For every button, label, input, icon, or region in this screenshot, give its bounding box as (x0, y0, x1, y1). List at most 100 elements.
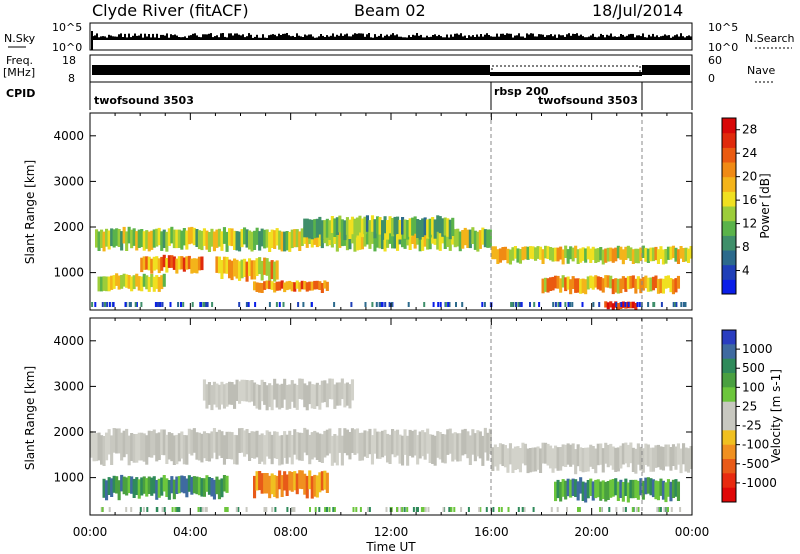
data-cell (631, 301, 635, 309)
data-cell (584, 482, 588, 503)
nsky-bar (614, 36, 616, 40)
scatter-cell (263, 507, 266, 512)
y-tick-label-1000: 1000 (53, 471, 84, 485)
data-cell (107, 429, 111, 455)
data-cell (177, 433, 181, 462)
scatter-cell (124, 302, 127, 307)
data-cell (248, 380, 252, 403)
nsky-bar (232, 35, 234, 40)
data-cell (295, 385, 299, 410)
data-cell (396, 216, 400, 234)
data-cell (315, 432, 319, 460)
data-cell (160, 256, 164, 271)
data-cell (576, 249, 580, 264)
data-cell (325, 429, 329, 456)
velocity-colorbar-swatch (722, 416, 736, 431)
data-cell (659, 278, 663, 294)
data-cell (142, 433, 146, 462)
scatter-cell (592, 302, 595, 307)
nsky-bar (492, 36, 494, 40)
scatter-cell (439, 302, 442, 307)
data-cell (250, 431, 254, 458)
data-cell (110, 228, 114, 247)
data-cell (539, 246, 543, 260)
data-cell (110, 478, 114, 497)
nsky-bar (194, 33, 196, 40)
velocity-panel: Slant Range [km] 1000 2000 3000 4000 (23, 317, 693, 516)
scatter-cell (157, 302, 160, 307)
data-cell (293, 282, 297, 292)
data-cell (177, 256, 181, 270)
scatter-cell (520, 302, 523, 307)
nsky-bar (590, 35, 592, 40)
data-cell (202, 379, 207, 401)
nsky-bar (142, 37, 144, 40)
data-cell (601, 249, 605, 265)
data-cell (228, 259, 232, 279)
data-cell (591, 446, 595, 469)
scatter-cell (271, 507, 274, 512)
nsky-bar (156, 33, 158, 40)
data-cell (305, 282, 309, 292)
data-cell (215, 431, 219, 460)
data-cell (273, 230, 277, 249)
scatter-cell (175, 507, 177, 512)
data-cell (611, 303, 615, 310)
data-cell (120, 474, 124, 492)
data-cell (671, 479, 676, 498)
data-cell (135, 231, 139, 251)
scatter-cell (517, 302, 520, 307)
data-cell (190, 226, 194, 244)
data-cell (544, 277, 548, 292)
nsky-bar (162, 34, 164, 40)
data-cell (534, 247, 538, 261)
data-cell (428, 230, 432, 250)
data-cell (305, 229, 309, 248)
data-cell (300, 378, 304, 400)
data-cell (529, 448, 533, 473)
nsky-tick-top: 10^5 (52, 21, 82, 34)
data-cell (315, 229, 319, 248)
data-cell (594, 479, 598, 499)
data-cell (544, 442, 548, 464)
nsky-bar (624, 36, 626, 40)
data-cell (170, 476, 174, 494)
data-cell (594, 275, 598, 288)
nsky-bar (252, 37, 254, 40)
data-cell (461, 230, 465, 249)
data-cell (471, 227, 475, 244)
data-cell (233, 258, 237, 277)
data-cell (115, 428, 119, 454)
data-cell (626, 482, 630, 503)
data-cell (641, 448, 645, 473)
scatter-cell (108, 302, 111, 307)
scatter-cell (130, 507, 133, 512)
data-cell (614, 247, 618, 262)
data-cell (270, 434, 274, 465)
data-cell (200, 433, 204, 463)
data-cell (255, 471, 259, 491)
nsky-bar (418, 35, 420, 40)
scatter-cell (567, 302, 570, 307)
data-cell (501, 247, 505, 261)
data-cell (195, 432, 199, 460)
data-cell (473, 433, 477, 462)
data-cell (348, 230, 352, 250)
data-cell (626, 444, 630, 468)
scatter-cell (420, 507, 423, 512)
x-tick-label-4: 16:00 (474, 525, 509, 539)
data-cell (260, 283, 264, 293)
data-cell (378, 431, 382, 459)
data-cell (310, 476, 314, 499)
data-cell (659, 246, 663, 259)
data-cell (268, 475, 272, 499)
data-cell (220, 431, 224, 458)
data-cell (634, 303, 638, 310)
data-cell (295, 280, 299, 289)
data-cell (293, 383, 297, 408)
data-cell (350, 216, 355, 235)
data-cell (416, 219, 420, 238)
data-cell (217, 479, 222, 500)
scatter-cell (171, 507, 174, 512)
nsky-bar (344, 34, 346, 40)
